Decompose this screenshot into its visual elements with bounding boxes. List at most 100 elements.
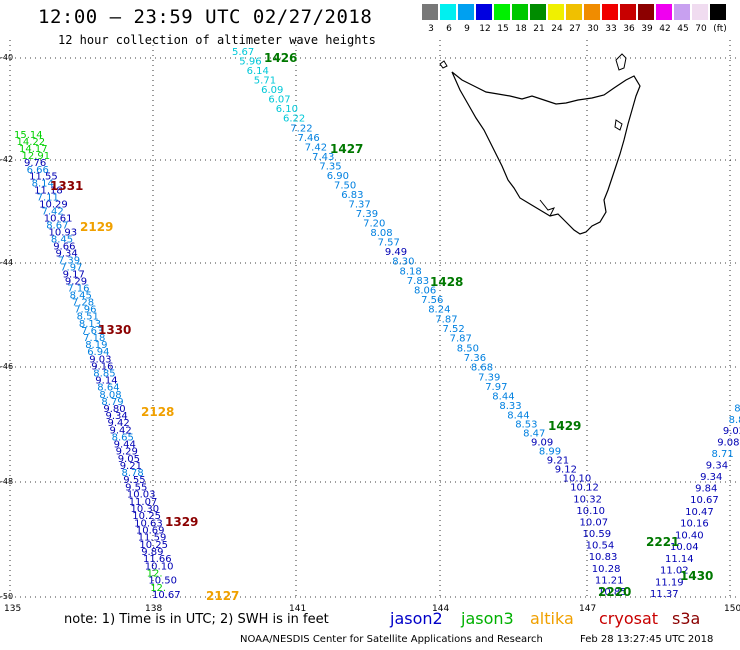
pass-number-label: 1429: [548, 419, 581, 433]
tasmania-east-island: [614, 119, 623, 131]
swh-value-label: 10.67: [152, 590, 181, 601]
pass-number-label: 2129: [80, 220, 113, 234]
legend-swatch: [584, 4, 600, 20]
legend-label: 18: [515, 24, 527, 34]
longitude-label: 135: [4, 604, 21, 614]
legend-swatch: [458, 4, 474, 20]
legend-label: 24: [551, 24, 563, 34]
pass-number-label: 2221: [646, 535, 679, 549]
swh-value-label: 8.71: [712, 449, 734, 460]
swh-value-label: 9.14: [95, 376, 117, 387]
pass-number-label: 2220: [598, 585, 631, 599]
swh-value-label: 9.66: [53, 242, 75, 253]
swh-value-label: 6.10: [276, 104, 298, 115]
swh-value-label: 8.33: [499, 401, 521, 412]
legend-label: 33: [605, 24, 617, 34]
swh-value-label: 10.03: [127, 490, 156, 501]
swh-value-label: 9.17: [63, 270, 85, 281]
swh-value-label: 8.65: [112, 433, 134, 444]
swh-value-label: 10.47: [685, 507, 714, 518]
pass-number-label: 1330: [98, 323, 131, 337]
swh-value-label: 10.10: [563, 474, 592, 485]
swh-value-label: 6.09: [261, 85, 283, 96]
swh-value-label: 7.16: [67, 284, 89, 295]
swh-value-label: 11.59: [138, 533, 167, 544]
swh-value-label: 9.05: [118, 454, 140, 465]
swh-value-label: 14.17: [19, 144, 48, 155]
legend-label: 27: [569, 24, 581, 34]
swh-value-label: 7.57: [378, 238, 400, 249]
tasmania-outline: [451, 71, 641, 235]
swh-value-label: 9.80: [103, 404, 125, 415]
pass-number-label: 1427: [330, 142, 363, 156]
swh-value-label: 8.67: [46, 221, 68, 232]
swh-value-label: 10.16: [680, 519, 709, 530]
swh-value-label: 6.07: [268, 95, 290, 106]
swh-value-label: 8.7: [734, 403, 740, 414]
swh-value-label: 8.99: [539, 446, 561, 457]
latitude-label: -48: [0, 477, 13, 486]
swh-value-label: 7.39: [356, 209, 378, 220]
generation-timestamp: Feb 28 13:27:45 UTC 2018: [580, 634, 714, 645]
swh-value-label: 9.89: [141, 547, 163, 558]
tasmania-coastline: [439, 53, 641, 235]
swh-value-label: 10.63: [134, 518, 163, 529]
swh-value-label: 8.44: [507, 410, 529, 421]
swh-value-label: 8.78: [122, 468, 144, 479]
legend-label: 9: [464, 24, 470, 34]
swh-value-label: 9.34: [106, 411, 128, 422]
legend-swatch: [566, 4, 582, 20]
swh-value-label: 10.59: [583, 529, 612, 540]
swh-value-label: 10.29: [39, 200, 68, 211]
swh-value-label: 10.54: [586, 541, 615, 552]
footer-note: note: 1) Time is in UTC; 2) SWH is in fe…: [64, 612, 329, 627]
swh-value-label: 10.25: [132, 511, 161, 522]
swh-value-label: 7.37: [349, 200, 371, 211]
longitude-label: 141: [289, 604, 306, 614]
legend-label: 3: [428, 24, 434, 34]
swh-value-label: 9.03: [89, 354, 111, 365]
legend-label: 42: [659, 24, 671, 34]
swh-value-label: 10.67: [690, 495, 719, 506]
legend-label: 36: [623, 24, 635, 34]
swh-value-label: 7.87: [450, 334, 472, 345]
swh-value-label: 6.14: [247, 66, 269, 77]
pass-number-label: 2127: [206, 589, 239, 603]
swh-value-label: 8.51: [77, 312, 99, 323]
flinders-island: [615, 53, 627, 71]
swh-value-label: 8.13: [79, 319, 101, 330]
legend-label: 6: [446, 24, 452, 34]
legend-swatch: [530, 4, 546, 20]
latitude-label: -46: [0, 362, 13, 371]
swh-value-label: 8.45: [70, 291, 92, 302]
latitude-label: -44: [0, 258, 13, 267]
swh-value-label: 7.39: [58, 256, 80, 267]
swh-value-label: 8.14: [32, 179, 54, 190]
swh-value-label: 8.50: [457, 343, 479, 354]
swh-value-label: 7.63: [81, 326, 103, 337]
swh-value-label: 5.96: [239, 57, 261, 68]
swh-value-label: 10.10: [145, 561, 174, 572]
swh-value-label: 8.53: [515, 419, 537, 430]
legend-swatch: [548, 4, 564, 20]
legend-swatch: [440, 4, 456, 20]
swh-value-label: 7.28: [72, 298, 94, 309]
swh-value-label: 10.12: [570, 483, 599, 494]
swh-value-label: 11.21: [595, 575, 624, 586]
swh-value-label: 10.61: [44, 214, 73, 225]
swh-value-label: 5.67: [232, 47, 254, 58]
swh-value-label: 6.66: [27, 165, 49, 176]
swh-value-label: 8.47: [523, 428, 545, 439]
pass-number-label: 1428: [430, 275, 463, 289]
legend-swatch: [494, 4, 510, 20]
legend-swatch: [638, 4, 654, 20]
swh-value-label: 11.37: [650, 589, 679, 600]
swh-value-label: 8.64: [97, 383, 119, 394]
legend-label: 15: [497, 24, 509, 34]
swh-value-label: 7.43: [312, 152, 334, 163]
swh-value-label: 8.83: [729, 415, 740, 426]
swh-value-label: 9.16: [91, 361, 113, 372]
swh-value-label: 9.34: [700, 472, 722, 483]
swh-value-label: 8.45: [51, 235, 73, 246]
